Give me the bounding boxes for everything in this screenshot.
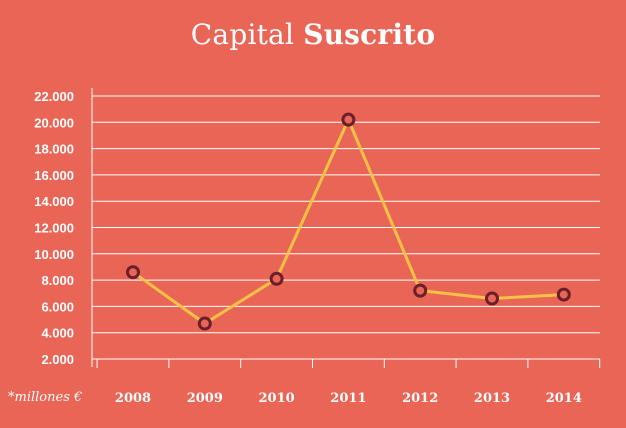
x-axis-ticks: 2008 2009 2010 2011 2012 2013 2014 bbox=[115, 391, 582, 406]
y-tick-label: 8.000 bbox=[41, 273, 74, 288]
chart-title: Capital Suscrito bbox=[0, 18, 626, 51]
y-tick-label: 20.000 bbox=[34, 115, 74, 130]
x-tick-label: 2014 bbox=[546, 391, 582, 406]
x-tick-label: 2012 bbox=[402, 391, 438, 406]
x-tick-label: 2013 bbox=[474, 391, 510, 406]
y-tick-label: 6.000 bbox=[41, 299, 74, 314]
y-tick-label: 10.000 bbox=[34, 247, 74, 262]
y-tick-label: 16.000 bbox=[34, 168, 74, 183]
y-tick-label: 14.000 bbox=[34, 194, 74, 209]
series-polyline bbox=[132, 118, 564, 325]
series-line bbox=[132, 118, 564, 325]
data-point-marker bbox=[556, 287, 571, 302]
y-tick-label: 2.000 bbox=[41, 352, 74, 367]
y-tick-label: 22.000 bbox=[34, 89, 74, 104]
x-tick-label: 2008 bbox=[115, 391, 151, 406]
data-point-marker bbox=[485, 291, 499, 306]
chart-title-bold: Suscrito bbox=[303, 18, 436, 51]
y-tick-label: 12.000 bbox=[34, 221, 74, 236]
data-point-marker bbox=[126, 265, 140, 280]
grid-lines bbox=[91, 88, 601, 368]
data-point-marker bbox=[269, 271, 284, 286]
x-tick-label: 2011 bbox=[330, 391, 366, 406]
unit-note: *millones € bbox=[8, 390, 82, 405]
data-point-marker bbox=[341, 112, 356, 127]
y-tick-label: 18.000 bbox=[34, 142, 74, 157]
x-tick-label: 2010 bbox=[259, 391, 295, 406]
data-point-marker bbox=[413, 283, 428, 298]
y-axis-ticks: 2.000 4.000 6.000 8.000 10.000 12.000 14.000 16… bbox=[34, 89, 74, 367]
data-point-marker bbox=[197, 316, 212, 331]
chart-title-regular: Capital bbox=[190, 18, 295, 51]
x-tick-label: 2009 bbox=[187, 391, 223, 406]
data-markers bbox=[126, 112, 571, 331]
y-tick-label: 4.000 bbox=[41, 326, 74, 341]
